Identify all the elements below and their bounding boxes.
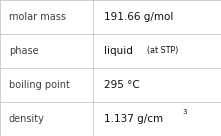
- Text: phase: phase: [9, 46, 38, 56]
- Text: boiling point: boiling point: [9, 80, 70, 90]
- Text: liquid: liquid: [104, 46, 139, 56]
- Text: 191.66 g/mol: 191.66 g/mol: [104, 12, 173, 22]
- Text: 295 °C: 295 °C: [104, 80, 140, 90]
- Text: molar mass: molar mass: [9, 12, 66, 22]
- Text: density: density: [9, 114, 45, 124]
- Text: 3: 3: [182, 109, 187, 115]
- Text: 1.137 g/cm: 1.137 g/cm: [104, 114, 163, 124]
- Text: (at STP): (at STP): [147, 47, 178, 55]
